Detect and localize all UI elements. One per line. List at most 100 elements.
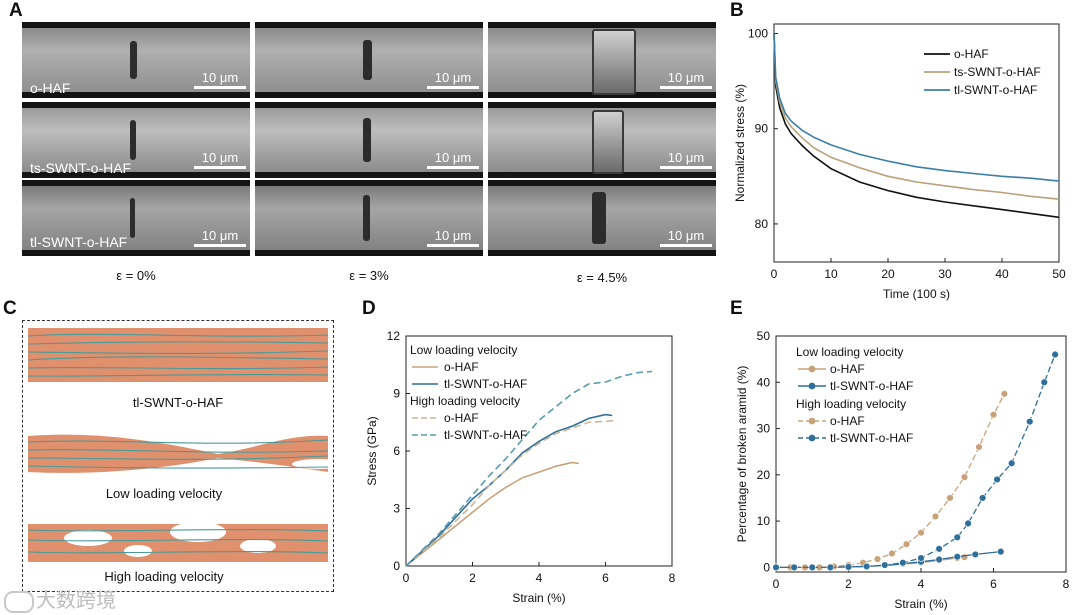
scale-bar-label: 10 μm <box>201 70 239 85</box>
y-tick-label: 100 <box>748 27 768 41</box>
data-point <box>953 553 961 561</box>
scale-bar-label: 10 μm <box>434 228 472 243</box>
strain-label-3: ε = 3% <box>349 268 389 283</box>
md-void <box>124 545 152 557</box>
legend-label: o-HAF <box>444 411 479 425</box>
sem-image: 10 μm <box>488 22 716 98</box>
data-point <box>1026 417 1034 426</box>
legend-label: ts-SWNT-o-HAF <box>954 65 1041 79</box>
legend-marker <box>808 434 816 442</box>
panel-label-d: D <box>362 298 376 319</box>
scale-bar: 10 μm <box>660 228 712 247</box>
sem-image: 10 μm <box>488 102 716 178</box>
x-tick-label: 4 <box>918 577 925 591</box>
broken-aramid-chart: 0 2 4 6 8 0 10 20 30 40 50 Strain (%) Percentage of … <box>735 329 1070 611</box>
legend-label: tl-SWNT-o-HAF <box>444 377 527 391</box>
data-point <box>964 519 972 528</box>
panel-label-b: B <box>730 0 744 21</box>
scale-bar-label: 10 μm <box>434 150 472 165</box>
scale-bar: 10 μm <box>660 150 712 169</box>
data-point <box>989 410 998 419</box>
x-axis-label: Time (100 s) <box>883 287 950 301</box>
legend-marker <box>808 382 816 390</box>
sem-image: 10 μm <box>22 180 250 256</box>
legend-label: o-HAF <box>830 414 865 428</box>
legend-label: tl-SWNT-o-HAF <box>830 431 913 445</box>
data-point <box>931 512 940 521</box>
md-bundle-necked <box>28 434 328 473</box>
data-point <box>1051 350 1059 359</box>
series-line-o-HAF <box>405 461 580 567</box>
data-point <box>971 550 980 559</box>
y-tick-label: 0 <box>763 560 770 574</box>
series-line-ts-SWNT-o-HAF <box>773 33 1060 200</box>
scale-bar: 10 μm <box>660 70 712 89</box>
scale-bar-line <box>660 166 712 169</box>
x-tick-label: 2 <box>469 571 476 585</box>
stress-strain-chart: 0 2 4 6 8 0 3 6 9 12 Strain (%) Stress (GPa) Low loa… <box>365 329 676 605</box>
md-caption-tl-swnt: tl-SWNT-o-HAF <box>132 395 224 410</box>
scale-bar: 10 μm <box>427 70 479 89</box>
y-tick-label: 20 <box>757 468 771 482</box>
scale-bar-label: 10 μm <box>201 150 239 165</box>
fiber-surface <box>22 108 250 172</box>
legend-group-label: Low loading velocity <box>796 345 903 359</box>
fiber-surface <box>22 186 250 250</box>
data-point <box>826 563 835 572</box>
legend-marker <box>808 365 816 373</box>
legend-label: o-HAF <box>954 47 989 61</box>
data-point <box>888 549 896 558</box>
data-point <box>881 561 889 569</box>
panel-label-c: C <box>3 298 17 319</box>
series-line-tl-SWNT-o-HAF <box>405 413 613 567</box>
sem-image: 10 μm <box>22 102 250 178</box>
legend-marker <box>808 417 816 425</box>
legend-label: o-HAF <box>830 362 865 376</box>
y-tick-label: 9 <box>393 387 400 401</box>
plot-frame <box>775 335 1067 573</box>
scale-bar-line <box>194 86 246 89</box>
sem-image: 10 μm <box>22 22 250 98</box>
fib-notch <box>592 110 624 174</box>
scale-bar-label: 10 μm <box>667 70 705 85</box>
md-void <box>292 459 328 469</box>
fib-notch <box>130 198 135 238</box>
scale-bar: 10 μm <box>427 228 479 247</box>
md-void <box>240 539 276 553</box>
scale-bar: 10 μm <box>427 150 479 169</box>
data-point <box>772 563 780 572</box>
stress-relaxation-chart: 0 10 20 30 40 50 80 90 100 Time (100 s) Normalized… <box>733 23 1066 301</box>
md-cnt-strand <box>28 341 328 345</box>
y-tick-label: 50 <box>757 329 771 343</box>
scale-bar-line <box>194 244 246 247</box>
legend-group-label: High loading velocity <box>796 397 906 411</box>
md-cnt-strand <box>28 465 328 469</box>
scale-bar: 10 μm <box>194 150 246 169</box>
x-axis-label: Strain (%) <box>512 591 565 605</box>
md-cnt-strand <box>28 449 328 453</box>
legend-group-label: High loading velocity <box>410 394 520 408</box>
strain-label-0: ε = 0% <box>116 268 156 283</box>
fib-notch <box>363 118 371 162</box>
data-point <box>960 553 969 561</box>
legend-group-label: Low loading velocity <box>410 343 517 357</box>
y-tick-label: 0 <box>393 559 400 573</box>
fib-notch <box>130 41 137 79</box>
scale-bar-line <box>194 166 246 169</box>
data-point <box>993 475 1001 484</box>
fib-notch <box>592 192 606 244</box>
panel-label-e: E <box>730 298 743 319</box>
series-line-o-HAF <box>773 33 1060 219</box>
x-tick-label: 0 <box>773 577 780 591</box>
x-tick-label: 50 <box>1052 267 1066 281</box>
md-cnt-strand <box>28 529 328 532</box>
md-cnt-strand <box>28 539 328 542</box>
data-point <box>790 563 798 572</box>
x-tick-label: 4 <box>536 571 543 585</box>
md-void <box>170 522 226 542</box>
sem-image: 10 μm <box>255 102 483 178</box>
md-cnt-strand <box>28 455 328 460</box>
scale-bar: 10 μm <box>194 70 246 89</box>
fib-notch <box>363 40 372 80</box>
y-tick-label: 30 <box>757 422 771 436</box>
